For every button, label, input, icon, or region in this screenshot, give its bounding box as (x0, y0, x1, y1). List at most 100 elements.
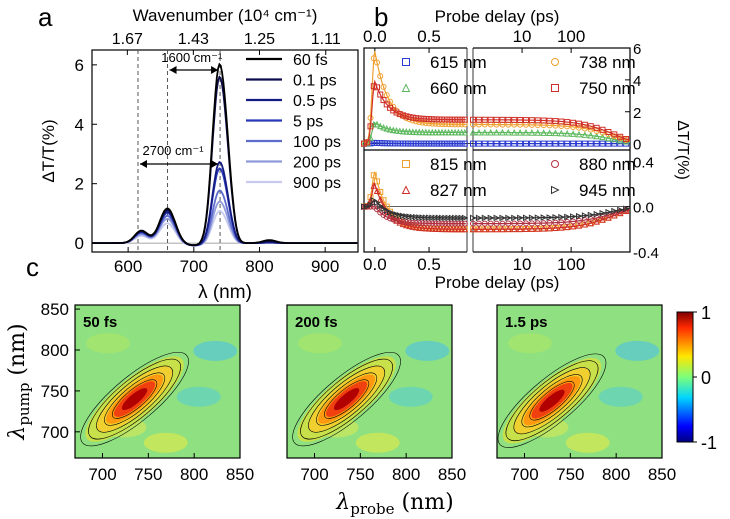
data-point-bot-3 (426, 214, 433, 222)
data-point-bot-2 (475, 220, 482, 227)
data-point-bot-1 (587, 219, 595, 227)
contour-0-3 (96, 365, 173, 433)
data-point-bot-3 (611, 207, 618, 215)
data-point-top-3 (505, 116, 512, 123)
data-point-bot-1 (370, 182, 378, 189)
data-point-top-2 (416, 119, 423, 126)
data-point-bot-1 (575, 221, 583, 229)
x-axis-label-b: Probe delay (ps) (435, 273, 560, 292)
data-point-top-3 (383, 101, 390, 108)
data-point-bot-2 (442, 220, 449, 227)
data-point-bot-3 (413, 213, 420, 221)
y-tick-label-a-2: 4 (75, 115, 84, 134)
data-point-bot-2 (445, 220, 452, 227)
data-point-bot-2 (400, 218, 407, 225)
contour-1-4 (300, 358, 393, 440)
heatmap-frame-1 (286, 304, 453, 459)
data-point-top-1 (569, 130, 577, 137)
colorbar (676, 311, 694, 443)
data-point-bot-2 (393, 217, 400, 224)
legend-marker-bot-0 (402, 160, 410, 168)
data-point-bot-3 (442, 214, 449, 222)
data-point-bot-2 (435, 220, 442, 227)
data-point-bot-2 (426, 220, 433, 227)
x-tick-label-a-2: 800 (245, 257, 273, 276)
data-point-top-1 (599, 133, 606, 141)
top-tick-label-a-0: 1.67 (112, 31, 143, 48)
legend-marker-top-3 (551, 84, 559, 92)
heatmap-frame-2 (496, 304, 663, 459)
legend-label-top-1: 660 nm (430, 79, 487, 98)
top-axis-label-b: Probe delay (ps) (435, 7, 560, 26)
data-point-bot-2 (458, 220, 465, 227)
data-point-bot-2 (558, 219, 565, 226)
heatmap-1: 200 fs 700 750 800 850 (286, 304, 466, 484)
data-point-top-0 (540, 140, 547, 147)
data-point-bot-2 (452, 220, 459, 227)
data-point-top-3 (470, 116, 476, 123)
data-point-bot-1 (373, 187, 381, 194)
data-point-top-1 (540, 129, 547, 136)
data-point-top-1 (458, 128, 465, 136)
data-point-bot-2 (505, 220, 512, 227)
heatmap-feature-0-4 (143, 432, 188, 453)
data-point-bot-3 (422, 214, 430, 221)
data-point-top-3 (564, 119, 571, 126)
data-point-top-1 (575, 130, 583, 138)
data-point-top-3 (442, 116, 449, 123)
y-axis-label-c: λpump (nm) (5, 323, 33, 440)
data-point-top-0 (452, 140, 459, 147)
data-point-bot-3 (475, 214, 483, 222)
data-point-bot-1 (546, 224, 553, 232)
data-point-bot-1 (422, 224, 430, 232)
data-point-bot-2 (413, 219, 420, 226)
data-point-top-0 (475, 140, 482, 147)
legend-label-6: 900 ps (293, 175, 341, 192)
data-point-bot-3 (511, 214, 518, 222)
data-point-top-3 (406, 114, 413, 121)
x-tick-label-a-0: 600 (114, 257, 142, 276)
data-point-bot-2 (487, 220, 494, 227)
panel-a-spectra: 600 700 800 900 0 2 4 6 1.67 1.43 1.25 1.11 Wavenumb… (39, 6, 359, 303)
contour-0-1 (112, 379, 158, 419)
data-point-top-0 (470, 140, 476, 147)
data-point-top-2 (390, 103, 397, 110)
data-point-top-3 (534, 117, 541, 124)
panel-label-c: c (26, 252, 39, 282)
data-point-top-0 (403, 140, 410, 147)
data-point-top-1 (428, 128, 436, 136)
top-tick-label-b-3: 100 (557, 27, 585, 46)
x-tick-label-b-1: 0.5 (417, 255, 441, 274)
data-point-top-3 (422, 115, 429, 122)
data-point-bot-2 (419, 220, 426, 227)
data-point-top-3 (439, 116, 446, 123)
data-point-bot-3 (564, 213, 571, 221)
data-point-bot-1 (593, 218, 600, 225)
data-point-top-0 (458, 140, 465, 147)
data-point-bot-2 (396, 218, 403, 225)
data-point-top-1 (581, 131, 589, 138)
data-point-top-2 (575, 124, 582, 131)
data-point-bot-3 (487, 214, 495, 222)
data-point-top-3 (461, 116, 468, 123)
data-point-top-1 (587, 131, 595, 139)
data-point-top-3 (552, 118, 559, 125)
data-point-top-3 (361, 140, 367, 147)
data-point-top-0 (393, 140, 400, 147)
data-point-top-1 (406, 128, 413, 135)
data-point-top-1 (380, 123, 387, 131)
data-point-top-1 (386, 125, 394, 133)
data-point-bot-1 (376, 195, 384, 203)
x-tick-label-c-0-3: 850 (226, 465, 254, 484)
data-point-bot-3 (364, 203, 371, 210)
data-point-bot-2 (461, 220, 468, 227)
x-tick-label-c-2-1: 750 (556, 465, 584, 484)
data-point-top-1 (493, 128, 500, 136)
data-point-bot-2 (528, 220, 535, 227)
data-point-bot-3 (522, 214, 530, 222)
top-tick-label-a-2: 1.25 (244, 31, 275, 48)
data-point-top-2 (380, 83, 387, 90)
data-point-top-3 (546, 117, 553, 124)
data-point-top-3 (593, 124, 600, 131)
data-point-top-0 (570, 140, 577, 147)
